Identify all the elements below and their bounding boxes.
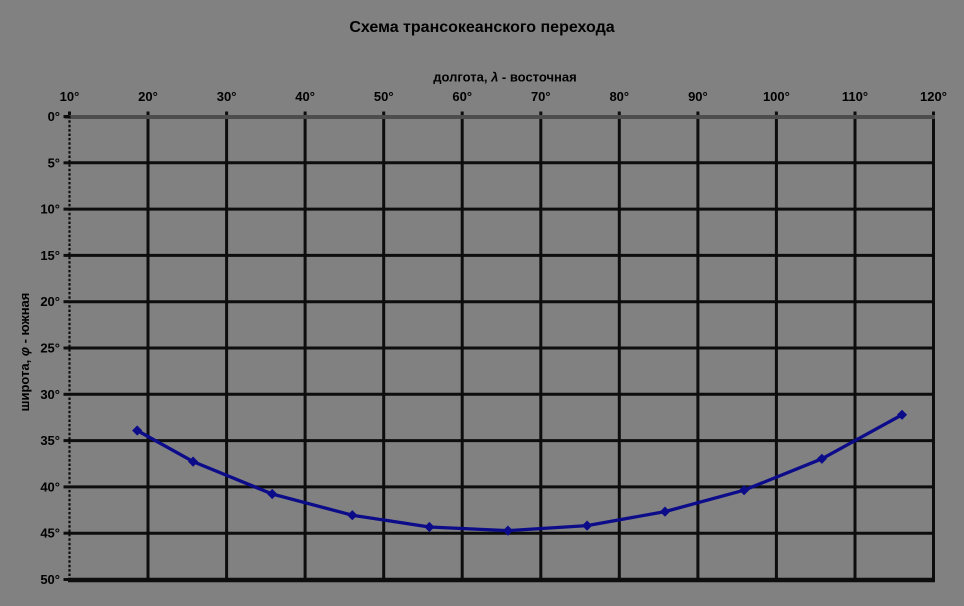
svg-text:40°: 40° — [40, 479, 60, 494]
svg-text:0°: 0° — [48, 109, 60, 124]
svg-text:80°: 80° — [609, 89, 629, 104]
svg-text:30°: 30° — [40, 387, 60, 402]
svg-text:20°: 20° — [40, 294, 60, 309]
svg-text:широта, φ - южная: широта, φ - южная — [17, 293, 32, 412]
svg-text:30°: 30° — [217, 89, 237, 104]
svg-text:50°: 50° — [40, 572, 60, 587]
svg-text:15°: 15° — [40, 248, 60, 263]
svg-text:долгота, λ - восточная: долгота, λ - восточная — [433, 70, 576, 85]
svg-text:45°: 45° — [40, 526, 60, 541]
svg-text:50°: 50° — [374, 89, 394, 104]
svg-text:10°: 10° — [40, 202, 60, 217]
svg-text:110°: 110° — [842, 89, 868, 104]
svg-text:70°: 70° — [531, 89, 551, 104]
svg-text:60°: 60° — [452, 89, 472, 104]
svg-text:35°: 35° — [40, 433, 60, 448]
svg-text:10°: 10° — [60, 89, 80, 104]
svg-text:40°: 40° — [295, 89, 315, 104]
svg-text:5°: 5° — [48, 155, 60, 170]
svg-text:Схема трансокеанского перехода: Схема трансокеанского перехода — [349, 19, 614, 36]
svg-text:120°: 120° — [920, 89, 947, 104]
svg-text:100°: 100° — [763, 89, 790, 104]
svg-text:25°: 25° — [40, 341, 60, 356]
svg-text:20°: 20° — [138, 89, 158, 104]
svg-text:90°: 90° — [688, 89, 708, 104]
